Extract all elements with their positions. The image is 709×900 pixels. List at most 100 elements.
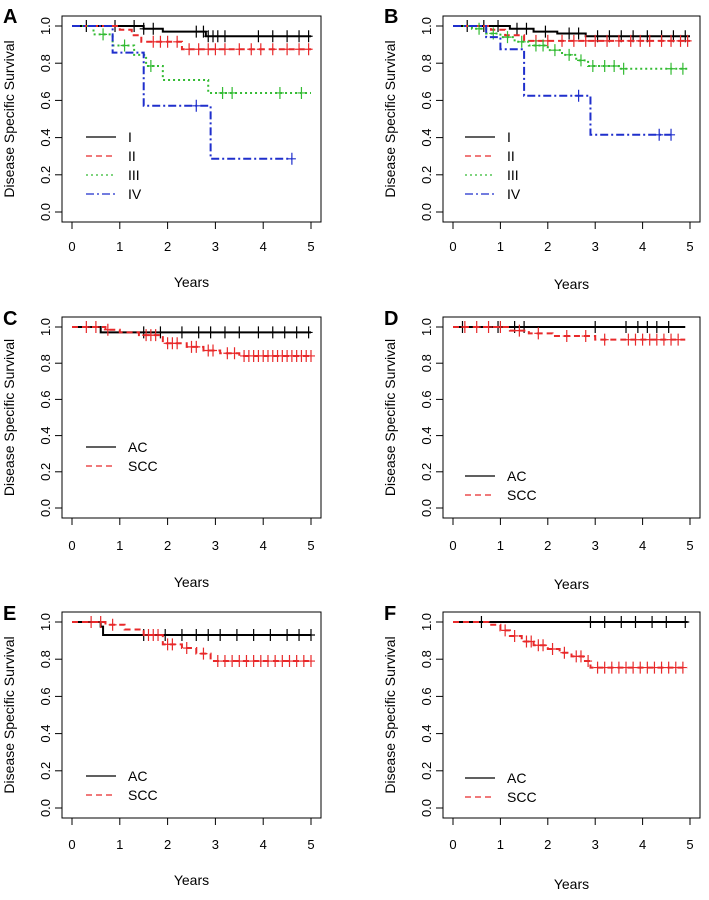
censor-mark xyxy=(199,647,208,660)
survival-curve xyxy=(453,326,686,341)
censor-mark xyxy=(192,340,201,353)
panel-letter: B xyxy=(384,6,398,28)
censor-mark xyxy=(600,616,609,628)
censor-mark xyxy=(87,616,96,628)
x-tick-label: 1 xyxy=(497,538,504,553)
censor-mark xyxy=(588,59,597,72)
x-tick-label: 1 xyxy=(497,239,504,254)
x-tick-label: 0 xyxy=(68,837,75,852)
censor-mark xyxy=(501,624,510,637)
censor-mark xyxy=(263,655,272,668)
censor-mark xyxy=(683,34,692,47)
x-tick-label: 2 xyxy=(544,239,551,254)
censor-mark xyxy=(307,349,315,362)
y-axis-title: Disease Specific Survival xyxy=(1,636,17,793)
panel-f: F 0 1 2 3 4 5 0.0 0.2 0.4 0.6 0.8 1.0 Years Disease Sp… xyxy=(382,603,701,892)
x-tick-label: 3 xyxy=(212,538,219,553)
censor-mark xyxy=(600,59,609,72)
censor-mark xyxy=(624,333,633,346)
panel-letter: A xyxy=(3,6,17,28)
censor-mark xyxy=(209,344,218,357)
censor-mark xyxy=(510,629,519,642)
x-axis-title: Years xyxy=(554,576,589,592)
y-tick-label: 0.8 xyxy=(419,354,434,372)
censor-mark xyxy=(664,321,673,333)
censor-mark xyxy=(631,616,640,628)
censor-mark xyxy=(667,128,676,141)
censor-mark xyxy=(622,661,631,674)
censor-mark xyxy=(667,34,676,47)
censor-mark xyxy=(194,43,203,56)
censor-mark xyxy=(600,661,609,674)
censor-mark xyxy=(531,39,540,52)
censor-mark xyxy=(280,326,289,339)
censor-mark xyxy=(475,22,484,35)
plot-frame xyxy=(61,611,322,819)
censor-mark xyxy=(460,321,469,333)
legend-label: SCC xyxy=(128,458,158,474)
series-i: I xyxy=(72,20,313,145)
censor-mark xyxy=(307,629,315,642)
y-tick-label: 0.0 xyxy=(419,799,434,817)
survival-curve xyxy=(72,25,311,38)
censor-mark xyxy=(565,27,574,40)
censor-mark xyxy=(156,35,165,48)
censor-mark xyxy=(168,638,177,651)
censor-mark xyxy=(603,34,612,47)
censor-mark xyxy=(593,661,602,674)
panel-letter: E xyxy=(3,603,16,625)
legend-label: II xyxy=(507,148,515,164)
y-tick-label: 0.6 xyxy=(38,390,53,408)
censor-mark xyxy=(678,62,687,75)
censor-mark xyxy=(268,30,277,43)
censor-mark xyxy=(650,661,659,674)
censor-mark xyxy=(614,34,623,47)
censor-mark xyxy=(586,616,595,628)
legend-label: AC xyxy=(507,468,526,484)
series-ac: AC xyxy=(453,321,686,484)
censor-mark xyxy=(249,629,258,642)
x-tick-label: 0 xyxy=(449,538,456,553)
censor-mark xyxy=(600,333,609,346)
censor-mark xyxy=(185,43,194,56)
plot-frame xyxy=(61,316,322,519)
censor-mark xyxy=(120,39,129,52)
x-tick-label: 4 xyxy=(639,538,646,553)
censor-mark xyxy=(622,321,631,333)
x-tick-label: 3 xyxy=(592,538,599,553)
y-axis-title: Disease Specific Survival xyxy=(382,636,398,793)
censor-mark xyxy=(560,646,569,659)
censor-mark xyxy=(503,31,512,44)
censor-mark xyxy=(574,27,583,40)
x-tick-label: 1 xyxy=(116,239,123,254)
censor-mark xyxy=(220,30,229,43)
censor-mark xyxy=(307,655,315,668)
censor-mark xyxy=(657,661,666,674)
censor-mark xyxy=(534,327,543,340)
censor-mark xyxy=(163,35,172,48)
censor-mark xyxy=(626,34,635,47)
y-tick-label: 1.0 xyxy=(419,318,434,336)
x-axis-title: Years xyxy=(174,574,209,590)
censor-mark xyxy=(266,629,275,642)
survival-curve xyxy=(453,25,690,70)
x-tick-label: 5 xyxy=(307,538,314,553)
censor-mark xyxy=(213,30,222,43)
censor-mark xyxy=(676,34,685,47)
x-tick-label: 2 xyxy=(164,239,171,254)
panel-a: A 0 1 2 3 4 5 0.0 0.2 0.4 0.6 0.8 1.0 Years Disease Sp… xyxy=(1,6,322,290)
censor-mark xyxy=(228,655,237,668)
censor-mark xyxy=(235,43,244,56)
y-tick-label: 0.0 xyxy=(38,799,53,817)
censor-mark xyxy=(659,333,668,346)
y-tick-label: 1.0 xyxy=(419,17,434,35)
legend-label: II xyxy=(128,148,136,164)
censor-mark xyxy=(199,25,208,38)
censor-mark xyxy=(218,86,227,99)
censor-mark xyxy=(220,655,229,668)
series-ii: II xyxy=(72,25,313,164)
y-axis-title: Disease Specific Survival xyxy=(1,40,17,197)
censor-mark xyxy=(235,655,244,668)
censor-mark xyxy=(581,330,590,343)
censor-mark xyxy=(192,629,201,642)
